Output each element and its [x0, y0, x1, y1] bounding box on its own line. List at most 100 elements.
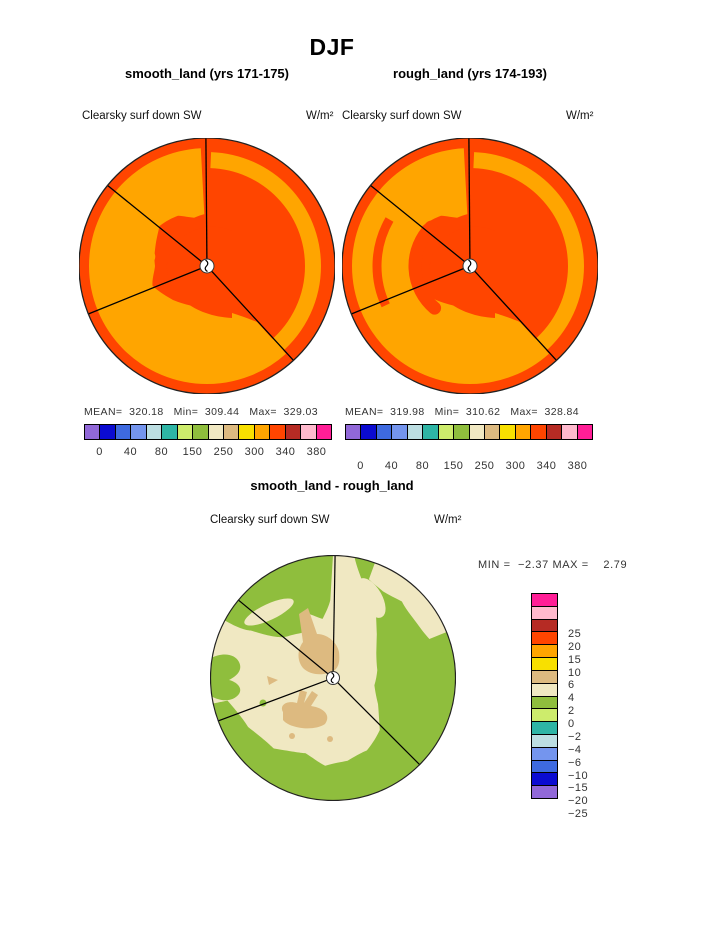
colorbar-tick-label: 380: [567, 460, 588, 472]
colorbar-segment: [532, 773, 557, 787]
tan-speck-1: [289, 733, 295, 739]
map-outline: [210, 555, 456, 801]
tan-blob-lower: [281, 690, 328, 729]
colorbar-segment: [376, 425, 393, 439]
colorbar-tick-label: −10: [568, 769, 589, 782]
colorbar-segment: [532, 786, 557, 798]
colorbar-tick-label: 150: [182, 446, 203, 458]
colorbar-segment: [532, 760, 557, 774]
field-label-rough: Clearsky surf down SW: [342, 110, 462, 122]
colorbar-segment: [193, 425, 209, 439]
panel-title-difference: smooth_land - rough_land: [250, 478, 414, 493]
colorbar-tick-label: 150: [443, 460, 464, 472]
cream-patch-topleft: [244, 598, 294, 626]
field-label-difference: Clearsky surf down SW: [210, 514, 330, 526]
units-label-smooth: W/m²: [306, 110, 334, 122]
colorbar-tick-label: 340: [536, 460, 557, 472]
green-region-bottom: [212, 700, 416, 801]
colorbar-segment: [577, 425, 592, 439]
colorbar-tick-label: 10: [568, 666, 582, 679]
colorbar-segment: [438, 425, 455, 439]
pole-squiggle: [467, 259, 472, 273]
colorbar-segment: [532, 658, 557, 671]
colorbar-tick-label: 380: [306, 446, 327, 458]
colorbar-segment: [532, 696, 557, 710]
pole-squiggle: [330, 672, 335, 684]
colorbar-segment: [162, 425, 178, 439]
colorbar-tick-label: 20: [568, 640, 582, 653]
colorbar-segment: [177, 425, 194, 439]
cream-rim-band-topright: [368, 561, 448, 639]
colorbar-segment: [423, 425, 439, 439]
colorbar-rough: [345, 424, 593, 440]
colorbar-segment: [131, 425, 147, 439]
colorbar-tick-label: −25: [568, 808, 589, 821]
panel-title-rough-land: rough_land (yrs 174-193): [393, 66, 547, 81]
map-orange-arc-band: [210, 152, 321, 354]
map-red-inset-arc: [372, 217, 394, 308]
colorbar-segment: [500, 425, 516, 439]
colorbar-tick-label: 2: [568, 705, 575, 718]
colorbar-tick-label: 25: [568, 627, 582, 640]
colorbar-segment: [532, 619, 557, 633]
minmax-difference: MIN = −2.37 MAX = 2.79: [478, 559, 628, 571]
field-label-smooth: Clearsky surf down SW: [82, 110, 202, 122]
colorbar-segment: [532, 606, 557, 620]
colorbar-segment: [316, 425, 331, 439]
pole-squiggle: [204, 259, 209, 273]
polar-map-difference: [210, 555, 456, 801]
colorbar-tick-label: 6: [568, 679, 575, 692]
colorbar-tick-label: 0: [568, 718, 575, 730]
polar-map-rough-land: [342, 138, 598, 394]
tan-speck-2: [327, 736, 333, 742]
colorbar-tick-label: −20: [568, 795, 589, 808]
colorbar-tick-label: 15: [568, 653, 582, 666]
colorbar-segment: [532, 734, 557, 748]
colorbar-segment: [515, 425, 532, 439]
units-label-difference: W/m²: [434, 514, 462, 526]
map-center-red-blob: [429, 226, 495, 318]
colorbar-segment: [223, 425, 240, 439]
colorbar-segment: [100, 425, 116, 439]
colorbar-segment: [285, 425, 302, 439]
map-orange-arc-band: [473, 152, 584, 354]
colorbar-segment: [532, 722, 557, 735]
meridian-lines: [217, 555, 421, 766]
colorbar-tick-label: 80: [154, 446, 169, 458]
colorbar-ticks-rough: 0 40 80 150 250 300 340 380: [345, 456, 593, 472]
colorbar-ticks-smooth: 0 40 80 150 250 300 340 380: [84, 442, 332, 458]
colorbar-segment: [407, 425, 424, 439]
colorbar-tick-label: 0: [96, 446, 103, 458]
polar-map-smooth-land: [79, 138, 335, 394]
colorbar-segment: [532, 709, 557, 723]
colorbar-segment: [531, 425, 547, 439]
colorbar-tick-label: −15: [568, 782, 589, 795]
colorbar-segment: [254, 425, 271, 439]
green-patch-left: [211, 654, 241, 701]
colorbar-tick-label: 300: [244, 446, 265, 458]
green-speck-right: [440, 647, 446, 653]
page-title: DJF: [309, 34, 355, 60]
colorbar-segment: [469, 425, 485, 439]
map-orange-squiggle: [140, 222, 156, 266]
units-label-rough: W/m²: [566, 110, 594, 122]
meridian-lines: [88, 138, 294, 361]
colorbar-segment: [301, 425, 317, 439]
colorbar-tick-label: 4: [568, 692, 575, 705]
colorbar-segment: [208, 425, 224, 439]
colorbar-difference: [531, 593, 558, 799]
panel-title-smooth-land: smooth_land (yrs 171-175): [124, 66, 289, 81]
colorbar-segment: [454, 425, 470, 439]
stats-rough: MEAN= 319.98 Min= 310.62 Max= 328.84: [345, 406, 580, 418]
colorbar-tick-label: 0: [357, 460, 364, 472]
map-center-red-blob: [166, 226, 232, 318]
map-orange-region: [89, 148, 286, 384]
colorbar-tick-label: 40: [384, 460, 399, 472]
cream-tongue-top: [333, 556, 350, 625]
colorbar-segment: [270, 425, 286, 439]
colorbar-segment: [532, 683, 557, 697]
colorbar-smooth: [84, 424, 332, 440]
colorbar-tick-label: 80: [415, 460, 430, 472]
colorbar-tick-label: 250: [474, 460, 495, 472]
